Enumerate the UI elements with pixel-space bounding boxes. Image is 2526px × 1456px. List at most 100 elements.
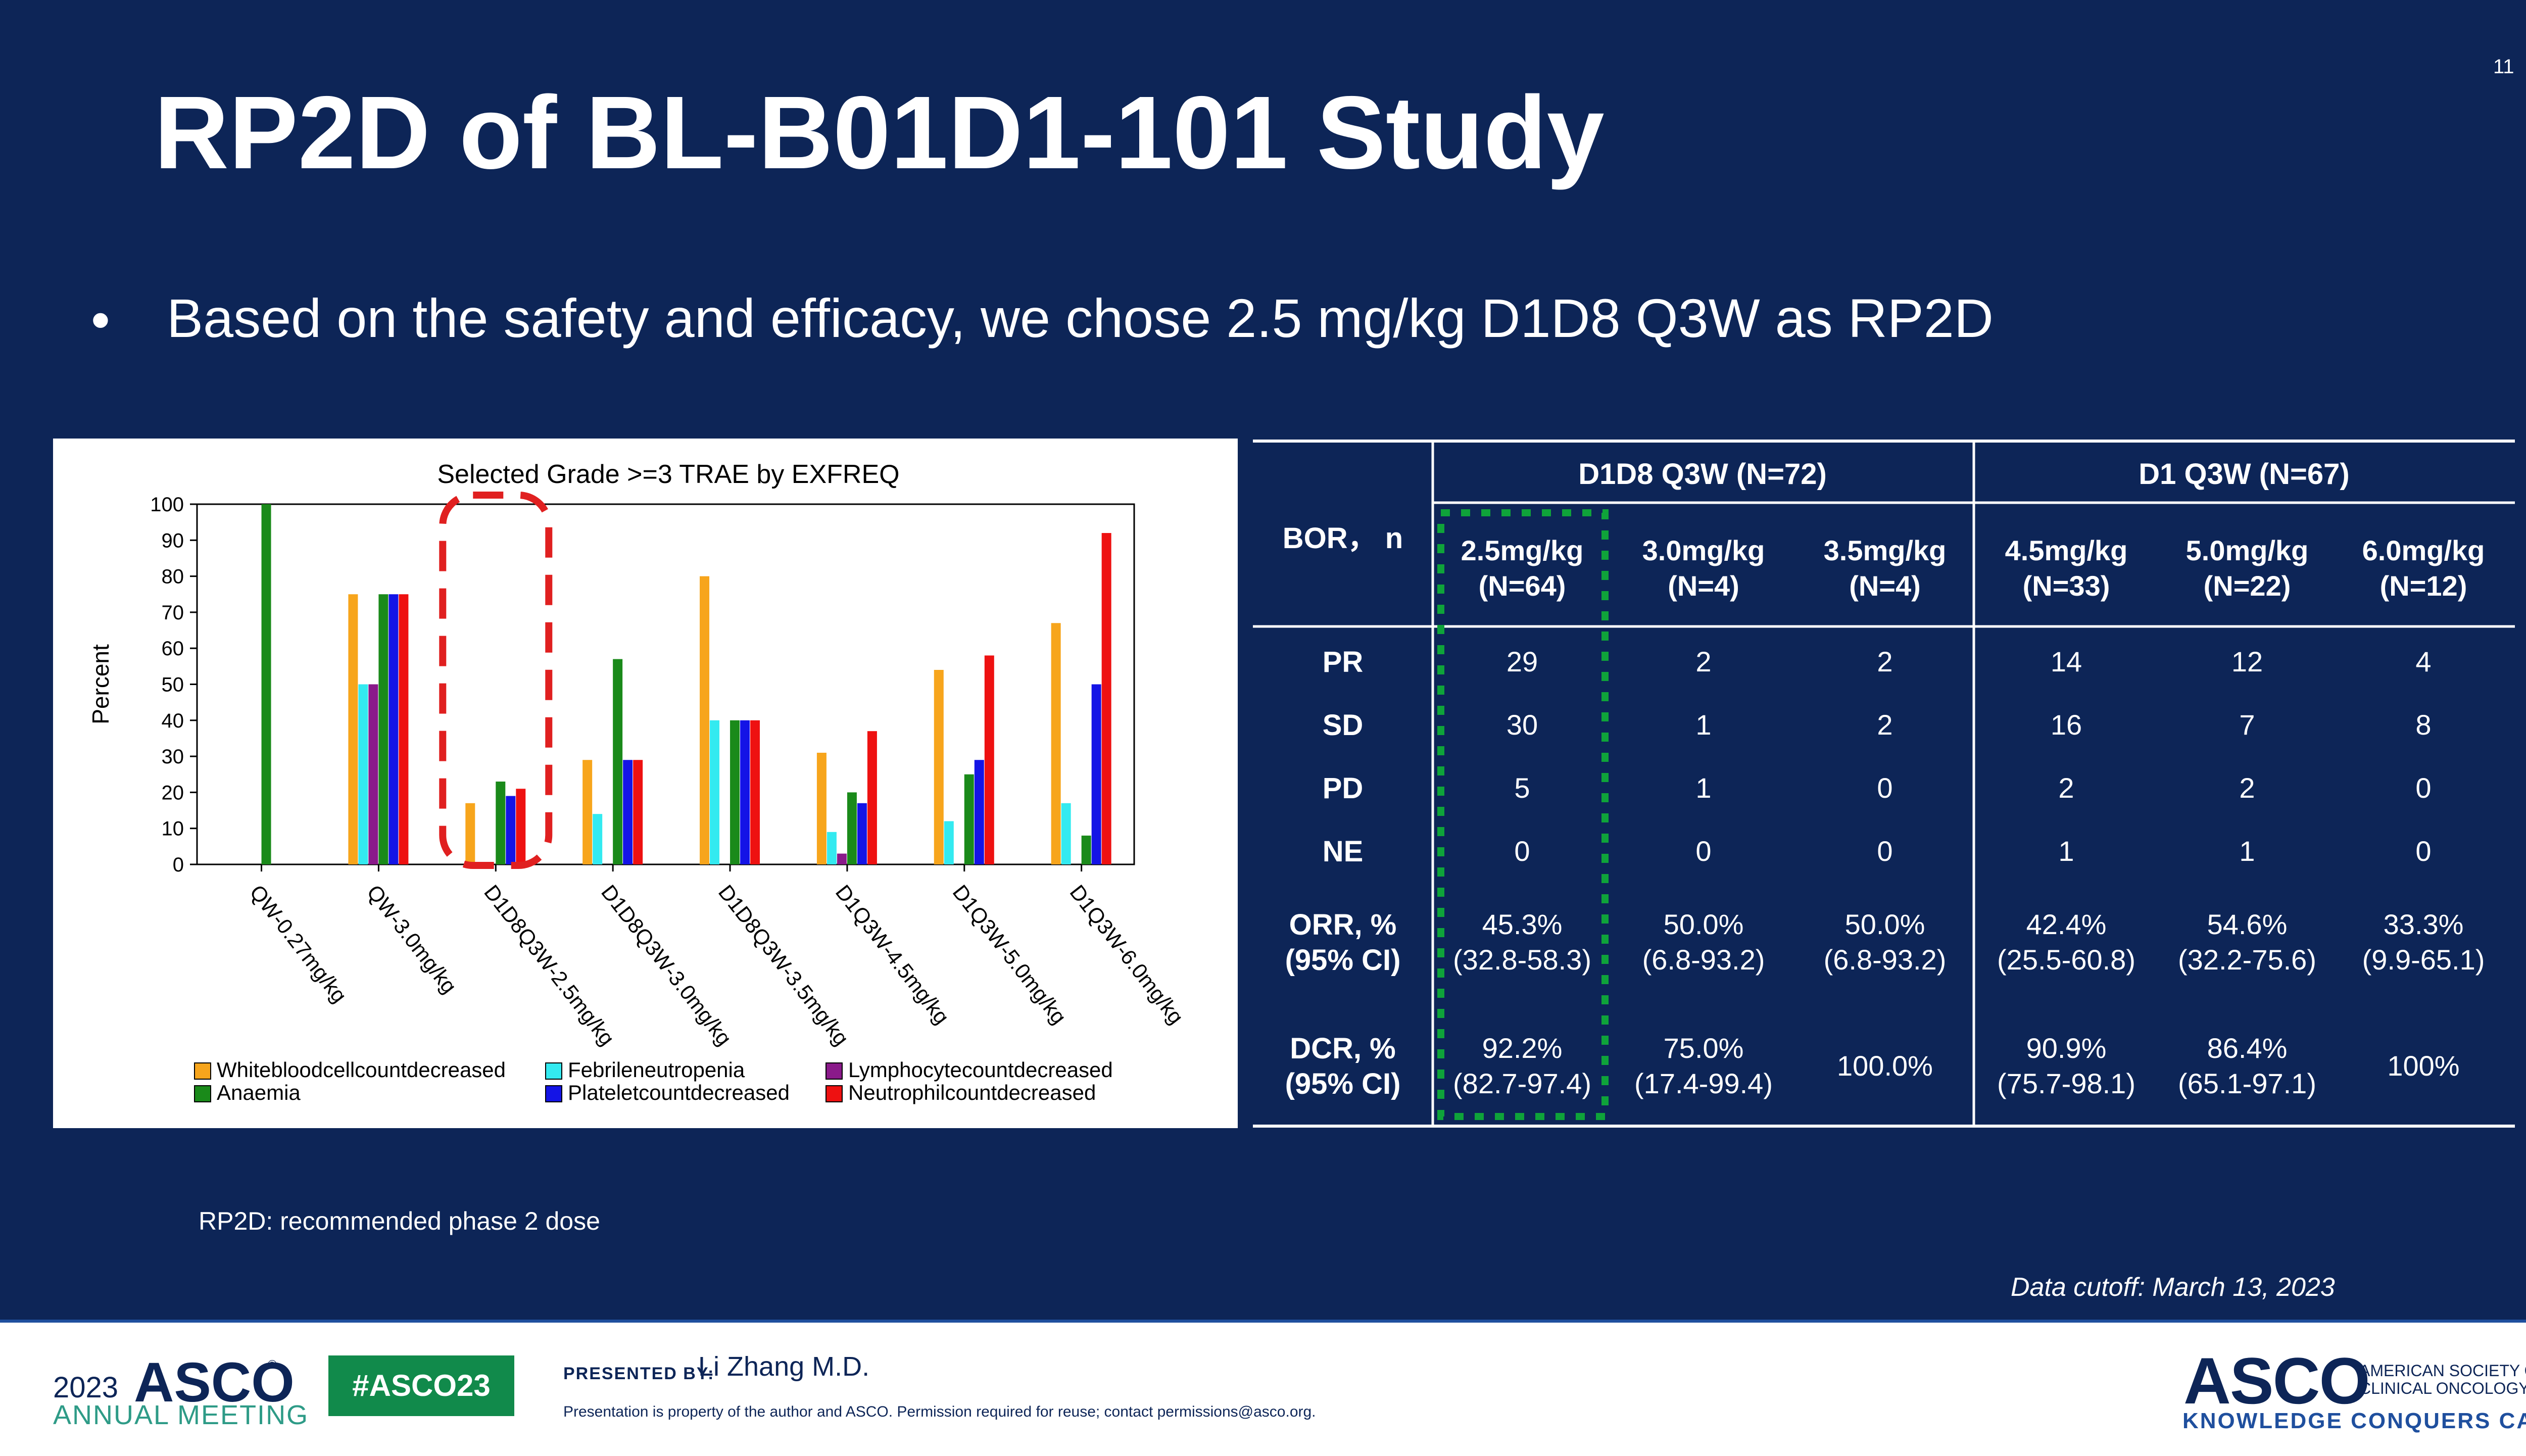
column-n: (N=12)	[2379, 570, 2467, 602]
x-tick-label: D1D8Q3W-2.5mg/kg	[479, 881, 619, 1050]
orr-ci: (9.9-65.1)	[2362, 944, 2485, 976]
table-cell: 7	[2239, 709, 2255, 741]
highlight-frame	[439, 492, 553, 869]
highlight-column-frame	[1437, 509, 1609, 1120]
orr-value: 50.0%	[1844, 908, 1925, 940]
y-tick-label: 10	[162, 818, 184, 840]
bar	[750, 720, 760, 864]
bar	[633, 760, 643, 864]
orr-value: 45.3%	[1482, 908, 1563, 940]
bar	[984, 655, 994, 864]
x-tick-label: D1D8Q3W-3.5mg/kg	[714, 881, 854, 1050]
footer-registered-mark: ®	[268, 1358, 277, 1372]
legend-label: Anaemia	[217, 1081, 301, 1104]
orr-value: 33.3%	[2383, 908, 2464, 940]
group-header-d1: D1 Q3W (N=67)	[2139, 458, 2350, 491]
table-cell: 0	[1695, 835, 1712, 867]
x-tick-label: QW-0.27mg/kg	[245, 881, 351, 1007]
bar	[974, 760, 984, 864]
bar	[623, 760, 633, 864]
orr-ci: (6.8-93.2)	[1823, 944, 1947, 976]
bar	[964, 774, 974, 864]
y-tick-label: 60	[162, 638, 184, 660]
dcr-ci: (17.4-99.4)	[1634, 1067, 1773, 1099]
bullet-dot: •	[91, 289, 110, 350]
column-n: (N=4)	[1668, 570, 1739, 602]
column-dose: 4.5mg/kg	[2005, 535, 2128, 566]
orr-value: 50.0%	[1663, 908, 1744, 940]
presenter-name: Li Zhang M.D.	[698, 1351, 870, 1382]
table-cell: 5	[1514, 772, 1530, 804]
dcr-value: 90.9%	[2026, 1032, 2107, 1064]
dcr-ci: (75.7-98.1)	[1997, 1067, 2135, 1099]
column-n: (N=64)	[1478, 570, 1566, 602]
bar	[1081, 835, 1091, 864]
table-cell: 8	[2415, 709, 2432, 741]
table-cell: 29	[1506, 646, 1538, 677]
column-dose: 6.0mg/kg	[2362, 535, 2485, 566]
y-tick-label: 0	[173, 854, 184, 876]
table-cell: 2	[1877, 646, 1893, 677]
bar	[368, 684, 378, 864]
column-dose: 2.5mg/kg	[1461, 535, 1584, 566]
dcr-value: 75.0%	[1663, 1032, 1744, 1064]
x-tick-label: D1D8Q3W-3.0mg/kg	[597, 881, 737, 1050]
column-dose: 3.0mg/kg	[1642, 535, 1765, 566]
bar	[1051, 623, 1061, 864]
table-cell: 0	[1877, 772, 1893, 804]
bar	[261, 504, 271, 864]
bar	[388, 594, 399, 864]
legend-swatch	[545, 1062, 562, 1080]
legend-swatch	[825, 1085, 843, 1102]
bar	[613, 659, 623, 864]
legend-label: Febrileneutropenia	[568, 1058, 745, 1082]
bar	[465, 803, 475, 864]
legend-label: Neutrophilcountdecreased	[848, 1081, 1096, 1104]
y-tick-label: 80	[162, 566, 184, 588]
table-cell: 16	[2050, 709, 2082, 741]
column-n: (N=4)	[1849, 570, 1921, 602]
y-tick-label: 50	[162, 674, 184, 696]
table-cell: 4	[2415, 646, 2432, 677]
orr-ci: (32.8-58.3)	[1453, 944, 1591, 976]
column-dose: 3.5mg/kg	[1823, 535, 1947, 566]
table-cell: 0	[1877, 835, 1893, 867]
bar	[516, 789, 526, 864]
dcr-value: 92.2%	[1482, 1032, 1563, 1064]
bar	[496, 782, 506, 864]
bar	[847, 792, 857, 864]
bar	[730, 720, 740, 864]
orr-value: 42.4%	[2026, 908, 2107, 940]
legend-swatch	[194, 1062, 211, 1080]
asco-society-name: AMERICAN SOCIETY OF CLINICAL ONCOLOGY	[2359, 1362, 2526, 1397]
footer-year: 2023	[53, 1371, 119, 1404]
legend-label: Lymphocytecountdecreased	[848, 1058, 1113, 1082]
dcr-ci: (65.1-97.1)	[2178, 1067, 2316, 1099]
y-tick-label: 100	[150, 494, 184, 516]
dcr-value: 100.0%	[1837, 1050, 1933, 1082]
table-cell: 0	[2415, 772, 2432, 804]
property-notice: Presentation is property of the author a…	[563, 1403, 1316, 1420]
x-tick-label: D1Q3W-5.0mg/kg	[948, 881, 1071, 1029]
y-tick-label: 40	[162, 710, 184, 732]
hashtag-badge: #ASCO23	[328, 1355, 514, 1416]
trae-chart: Selected Grade >=3 TRAE by EXFREQ Percent…	[53, 439, 1238, 1128]
bar	[944, 821, 954, 864]
bar	[378, 594, 388, 864]
column-n: (N=33)	[2022, 570, 2110, 602]
table-cell: 0	[2415, 835, 2432, 867]
table-cell: 14	[2050, 646, 2082, 677]
y-tick-label: 30	[162, 746, 184, 768]
table-cell: 12	[2231, 646, 2263, 677]
x-tick-label: QW-3.0mg/kg	[362, 881, 461, 998]
data-cutoff: Data cutoff: March 13, 2023	[2011, 1273, 2335, 1302]
bar	[582, 760, 593, 864]
chart-title: Selected Grade >=3 TRAE by EXFREQ	[437, 460, 899, 489]
table-cell: 1	[1695, 709, 1712, 741]
asco-tagline: KNOWLEDGE CONQUERS CANCER	[2182, 1409, 2526, 1433]
society-line-2: CLINICAL ONCOLOGY	[2359, 1379, 2526, 1397]
slide-title: RP2D of BL-B01D1-101 Study	[154, 75, 1605, 190]
bar	[348, 594, 358, 864]
legend-label: Whitebloodcellcountdecreased	[217, 1058, 506, 1082]
bar	[700, 576, 710, 864]
